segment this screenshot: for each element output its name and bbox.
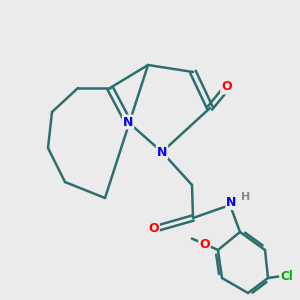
Text: N: N bbox=[123, 116, 133, 128]
Text: O: O bbox=[199, 238, 210, 250]
Text: O: O bbox=[148, 221, 159, 235]
Text: O: O bbox=[221, 80, 232, 94]
Text: Cl: Cl bbox=[280, 270, 293, 283]
Text: H: H bbox=[241, 192, 250, 202]
Text: N: N bbox=[226, 196, 237, 209]
Text: N: N bbox=[157, 146, 167, 158]
